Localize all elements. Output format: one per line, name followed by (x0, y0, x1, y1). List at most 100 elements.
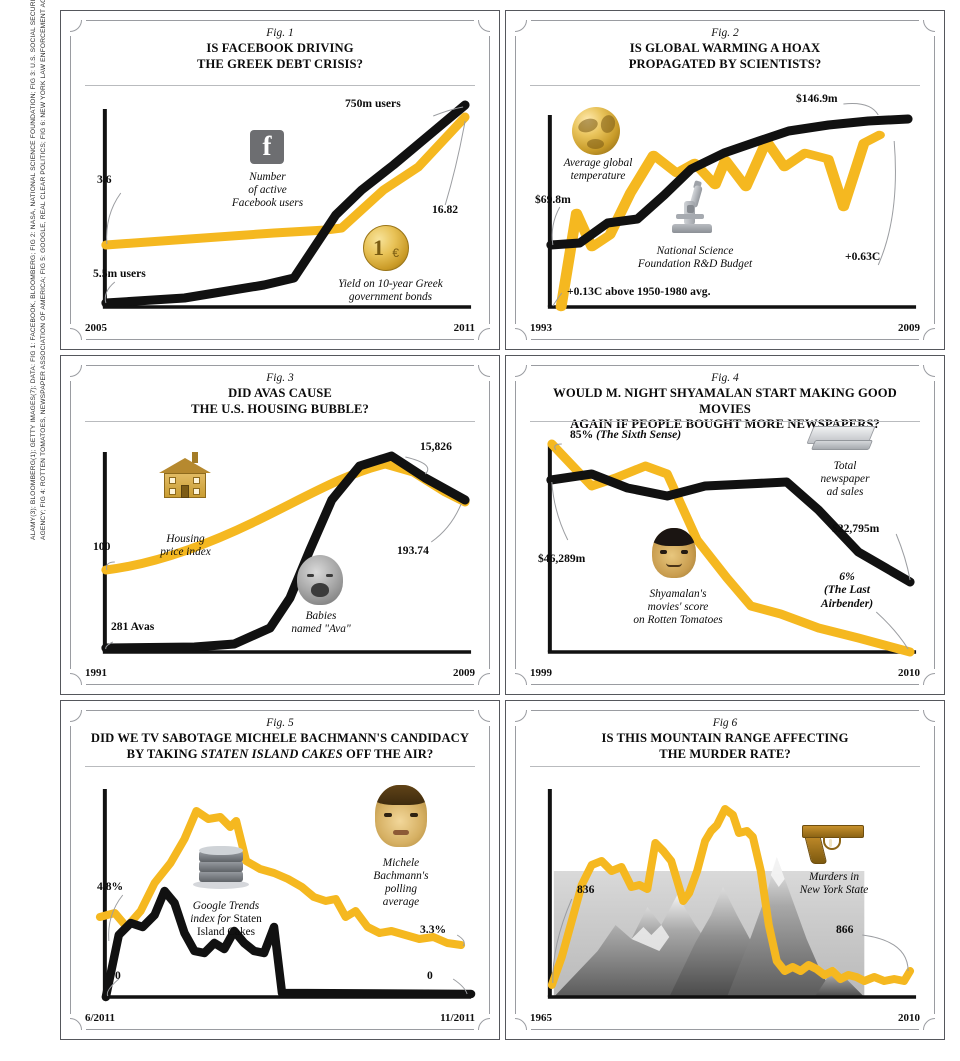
header-divider (85, 421, 475, 422)
corner-ornament-tl (70, 20, 86, 36)
x-axis-start-6: 1965 (530, 1012, 552, 1024)
header-divider (530, 421, 920, 422)
anno-69-8m: $69.8m (535, 193, 571, 206)
leader-line-55m (104, 281, 116, 304)
pistol-icon (802, 823, 864, 865)
leader-line-85pct (554, 443, 562, 451)
bachmann-face-icon (375, 785, 427, 847)
credit-line-1: ALAMY(3); BLOOMBERG(1); GETTY IMAGES(7);… (30, 0, 37, 540)
corner-ornament-tr (919, 710, 935, 726)
euro-coin-icon (363, 225, 409, 271)
label-nsf-budget: National Science Foundation R&D Budget (630, 245, 760, 271)
leader-line-836 (552, 898, 573, 984)
x-axis-start-5: 6/2011 (85, 1012, 115, 1024)
fig-title-line1: DID AVAS CAUSE (228, 386, 332, 401)
figure-panel-3: Fig. 3 DID AVAS CAUSE THE U.S. HOUSING B… (60, 355, 500, 695)
label-line-2: government bonds (348, 291, 433, 304)
series-newspaper-ad-sales (546, 469, 915, 587)
baby-face-icon (297, 555, 343, 605)
credit-line-2: AGENCY; FIG 4: ROTTEN TOMATOES, NEWSPAPE… (40, 0, 47, 540)
chart-area-3: 100 281 Avas 15,826 193.74 Housing price… (75, 430, 485, 668)
figure-panel-5: Fig. 5 DID WE TV SABOTAGE MICHELE BACHMA… (60, 700, 500, 1040)
corner-ornament-bl (70, 669, 86, 685)
series-global-temperature (555, 130, 885, 312)
label-line-1: Average global (563, 157, 633, 169)
x-axis-start-3: 1991 (85, 667, 107, 679)
header-divider (85, 766, 475, 767)
leader-line-193-74 (430, 503, 462, 543)
label-murders-ny: Murders in New York State (778, 871, 890, 897)
label-line-2: of active (248, 184, 287, 197)
title-part-a: BY TAKING (126, 746, 201, 761)
anno-15826: 15,826 (420, 440, 452, 453)
figures-grid: Fig. 1 IS FACEBOOK DRIVING THE GREEK DEB… (60, 10, 950, 1040)
chart-svg-6 (547, 789, 917, 999)
corner-ornament-tr (919, 20, 935, 36)
corner-ornament-bl (70, 1014, 86, 1030)
label-line-2-italic: index for (190, 913, 231, 926)
anno-6-pct-last-airbender: 6% (The Last Airbender) (808, 570, 886, 610)
anno-100: 100 (93, 540, 111, 553)
label-line-2: newspaper (820, 473, 870, 486)
chart-area-1: 3.6 5.5m users 750m users 16.82 f Number… (75, 95, 485, 323)
label-line-1: Shyamalan's (649, 588, 707, 600)
label-facebook-users: Number of active Facebook users (215, 171, 320, 210)
fig-title-line1: IS FACEBOOK DRIVING (206, 41, 354, 56)
corner-ornament-br (919, 324, 935, 340)
fig-title-line2: PROPAGATED BY SCIENTISTS? (628, 56, 822, 71)
leader-line-46289m (551, 481, 569, 541)
microscope-icon (670, 180, 714, 233)
anno-line-2: (The Last (823, 583, 871, 597)
anno-866: 866 (836, 923, 854, 936)
chart-area-4: 85% (The Sixth Sense) $46,289m $22,795m … (520, 426, 930, 668)
header-divider (85, 85, 475, 86)
anno-0-right: 0 (427, 969, 433, 982)
title-part-b: OFF THE AIR? (342, 746, 434, 761)
figure-panel-4: Fig. 4 WOULD M. NIGHT SHYAMALAN START MA… (505, 355, 945, 695)
house-icon (159, 452, 211, 498)
panel-4-header: Fig. 4 WOULD M. NIGHT SHYAMALAN START MA… (530, 372, 920, 432)
figure-panel-6: Fig 6 IS THIS MOUNTAIN RANGE AFFECTING T… (505, 700, 945, 1040)
corner-ornament-tr (919, 365, 935, 381)
label-line-4: average (382, 896, 420, 909)
corner-ornament-tl (515, 365, 531, 381)
figure-panel-2: Fig. 2 IS GLOBAL WARMING A HOAX PROPAGAT… (505, 10, 945, 350)
fig-title-line2: THE U.S. HOUSING BUBBLE? (191, 401, 369, 416)
corner-ornament-bl (515, 1014, 531, 1030)
fig-title-line1: WOULD M. NIGHT SHYAMALAN START MAKING GO… (553, 386, 897, 416)
chart-area-6: 836 866 Murders in New York State (520, 775, 930, 1013)
anno-3-6: 3.6 (97, 173, 112, 186)
anno-0-left: 0 (115, 969, 121, 982)
label-line-2: New York State (799, 884, 869, 897)
x-axis-start-1: 2005 (85, 322, 107, 334)
anno-836: 836 (577, 883, 595, 896)
x-axis-end-4: 2010 (898, 667, 920, 679)
leader-line-22795m (895, 533, 911, 581)
corner-ornament-tl (70, 710, 86, 726)
anno-55m-users: 5.5m users (93, 267, 146, 280)
chart-svg-2 (546, 103, 917, 312)
corner-ornament-br (919, 1014, 935, 1030)
anno-750m-users: 750m users (345, 97, 401, 110)
corner-ornament-bl (515, 324, 531, 340)
fig-title-line2: AGAIN IF PEOPLE BOUGHT MORE NEWSPAPERS? (570, 416, 880, 431)
x-axis-end-3: 2009 (453, 667, 475, 679)
leader-line-36 (106, 192, 122, 245)
photo-credits: ALAMY(3); BLOOMBERG(1); GETTY IMAGES(7);… (0, 0, 52, 1061)
anno-4-8-pct: 4.8% (97, 880, 124, 893)
chart-area-2: $69.8m $146.9m +0.13C above 1950-1980 av… (520, 92, 930, 323)
series-murders-ny-state (547, 805, 915, 989)
leader-line-15826 (405, 456, 429, 475)
chart-svg-3 (101, 451, 472, 654)
fig-label: Fig. 1 (266, 27, 294, 39)
label-global-temperature: Average global temperature (542, 157, 654, 183)
label-greek-bonds: Yield on 10-year Greek government bonds (323, 278, 458, 304)
panel-2-header: Fig. 2 IS GLOBAL WARMING A HOAX PROPAGAT… (530, 27, 920, 72)
label-line-1: Yield on 10-year Greek (338, 278, 443, 290)
layer-cake-icon (193, 845, 249, 891)
anno-3-3-pct: 3.3% (420, 923, 447, 936)
x-axis-end-5: 11/2011 (440, 1012, 475, 1024)
label-line-1: Babies (305, 610, 337, 622)
fig-title-line1: IS THIS MOUNTAIN RANGE AFFECTING (601, 731, 849, 746)
leader-line-1682 (444, 120, 466, 206)
